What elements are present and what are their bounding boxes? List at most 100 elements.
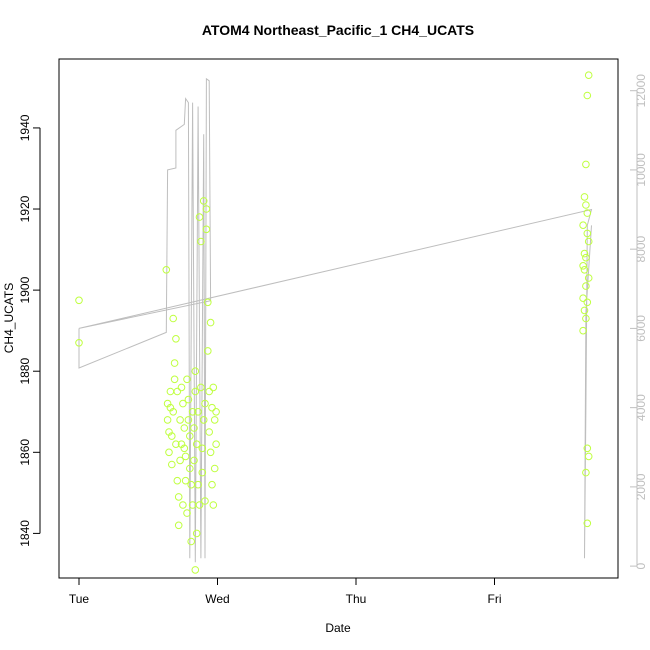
data-point (583, 519, 592, 528)
data-point (192, 529, 201, 538)
data-point (212, 408, 220, 416)
data-point (584, 237, 593, 246)
data-point (580, 193, 589, 201)
x-tick-label: Wed (205, 592, 229, 606)
data-point (179, 399, 187, 408)
data-point (195, 501, 204, 509)
data-point (579, 221, 587, 229)
data-point (192, 440, 201, 449)
data-point (209, 501, 218, 509)
data-point (165, 448, 173, 457)
data-point (169, 314, 177, 323)
data-point (191, 387, 200, 396)
plot-frame (58, 58, 619, 579)
data-point (75, 296, 83, 305)
data-point (170, 359, 179, 367)
data-point (580, 306, 589, 315)
data-point (582, 314, 590, 323)
data-point (205, 387, 213, 396)
data-point (582, 253, 590, 262)
y-right-tick-label: 0 (634, 562, 648, 569)
data-point (201, 497, 209, 505)
data-point (176, 416, 184, 424)
y-tick-label: 1940 (18, 114, 32, 141)
data-point (583, 209, 592, 217)
data-point (188, 408, 197, 416)
data-point (190, 424, 198, 432)
data-point (172, 335, 180, 343)
data-point (583, 229, 592, 238)
data-point (583, 444, 592, 453)
data-point (195, 213, 204, 221)
data-point (174, 521, 183, 530)
data-point (183, 509, 191, 517)
data-point (580, 249, 589, 258)
data-point (582, 160, 590, 169)
data-point (583, 298, 592, 307)
data-point (584, 274, 593, 282)
data-point (184, 395, 193, 404)
data-point (584, 452, 593, 461)
y-tick-label: 1920 (18, 195, 32, 222)
data-point (582, 282, 590, 290)
x-tick-label: Fri (488, 592, 502, 606)
data-point (202, 225, 211, 234)
data-point (204, 347, 212, 355)
data-point (186, 432, 194, 440)
data-point (210, 464, 219, 473)
x-axis: Tue Wed Thu Fri (69, 577, 502, 606)
data-point (187, 537, 195, 546)
data-point (173, 476, 182, 485)
data-point (201, 399, 209, 408)
data-point (177, 383, 186, 392)
x-axis-label: Date (325, 621, 351, 635)
y-tick-label: 1900 (18, 276, 32, 303)
data-point (197, 237, 205, 246)
data-point (184, 416, 193, 424)
y-right-tick-label: 12000 (634, 74, 648, 108)
data-point (199, 197, 208, 205)
data-point (166, 387, 175, 396)
data-point (168, 460, 176, 469)
series-line-layer (78, 77, 593, 563)
data-point (583, 91, 592, 100)
data-point (169, 408, 177, 416)
data-point (197, 383, 205, 392)
data-point (180, 444, 189, 453)
series-points-layer (75, 71, 593, 574)
data-point (176, 456, 184, 465)
y-tick-label: 1860 (18, 439, 32, 466)
y-tick-label: 1880 (18, 358, 32, 385)
data-point (579, 262, 587, 270)
data-point (582, 201, 590, 209)
data-point (181, 476, 190, 485)
data-point (183, 375, 191, 384)
x-tick-label: Thu (346, 592, 367, 606)
y-axis-label: CH4_UCATS (2, 283, 16, 353)
data-point (194, 408, 202, 416)
data-point (204, 298, 212, 307)
data-point (190, 456, 198, 465)
data-point (198, 444, 207, 453)
data-point (206, 318, 215, 327)
x-tick-label: Tue (69, 592, 90, 606)
data-point (579, 326, 587, 335)
data-point (179, 501, 187, 509)
data-point (162, 266, 171, 274)
data-point (187, 480, 195, 489)
data-point (198, 468, 207, 477)
data-point (181, 452, 190, 461)
data-point (173, 387, 182, 396)
data-point (212, 440, 220, 449)
data-point (208, 403, 216, 412)
data-point (584, 71, 593, 79)
data-point (202, 205, 211, 213)
data-point (172, 440, 180, 449)
data-point (186, 464, 194, 473)
data-point (209, 383, 218, 392)
y-tick-label: 1840 (18, 520, 32, 547)
y-axis-left: 1840 1860 1880 1900 1920 1940 (18, 114, 41, 547)
data-point (208, 480, 216, 489)
data-point (168, 432, 176, 440)
